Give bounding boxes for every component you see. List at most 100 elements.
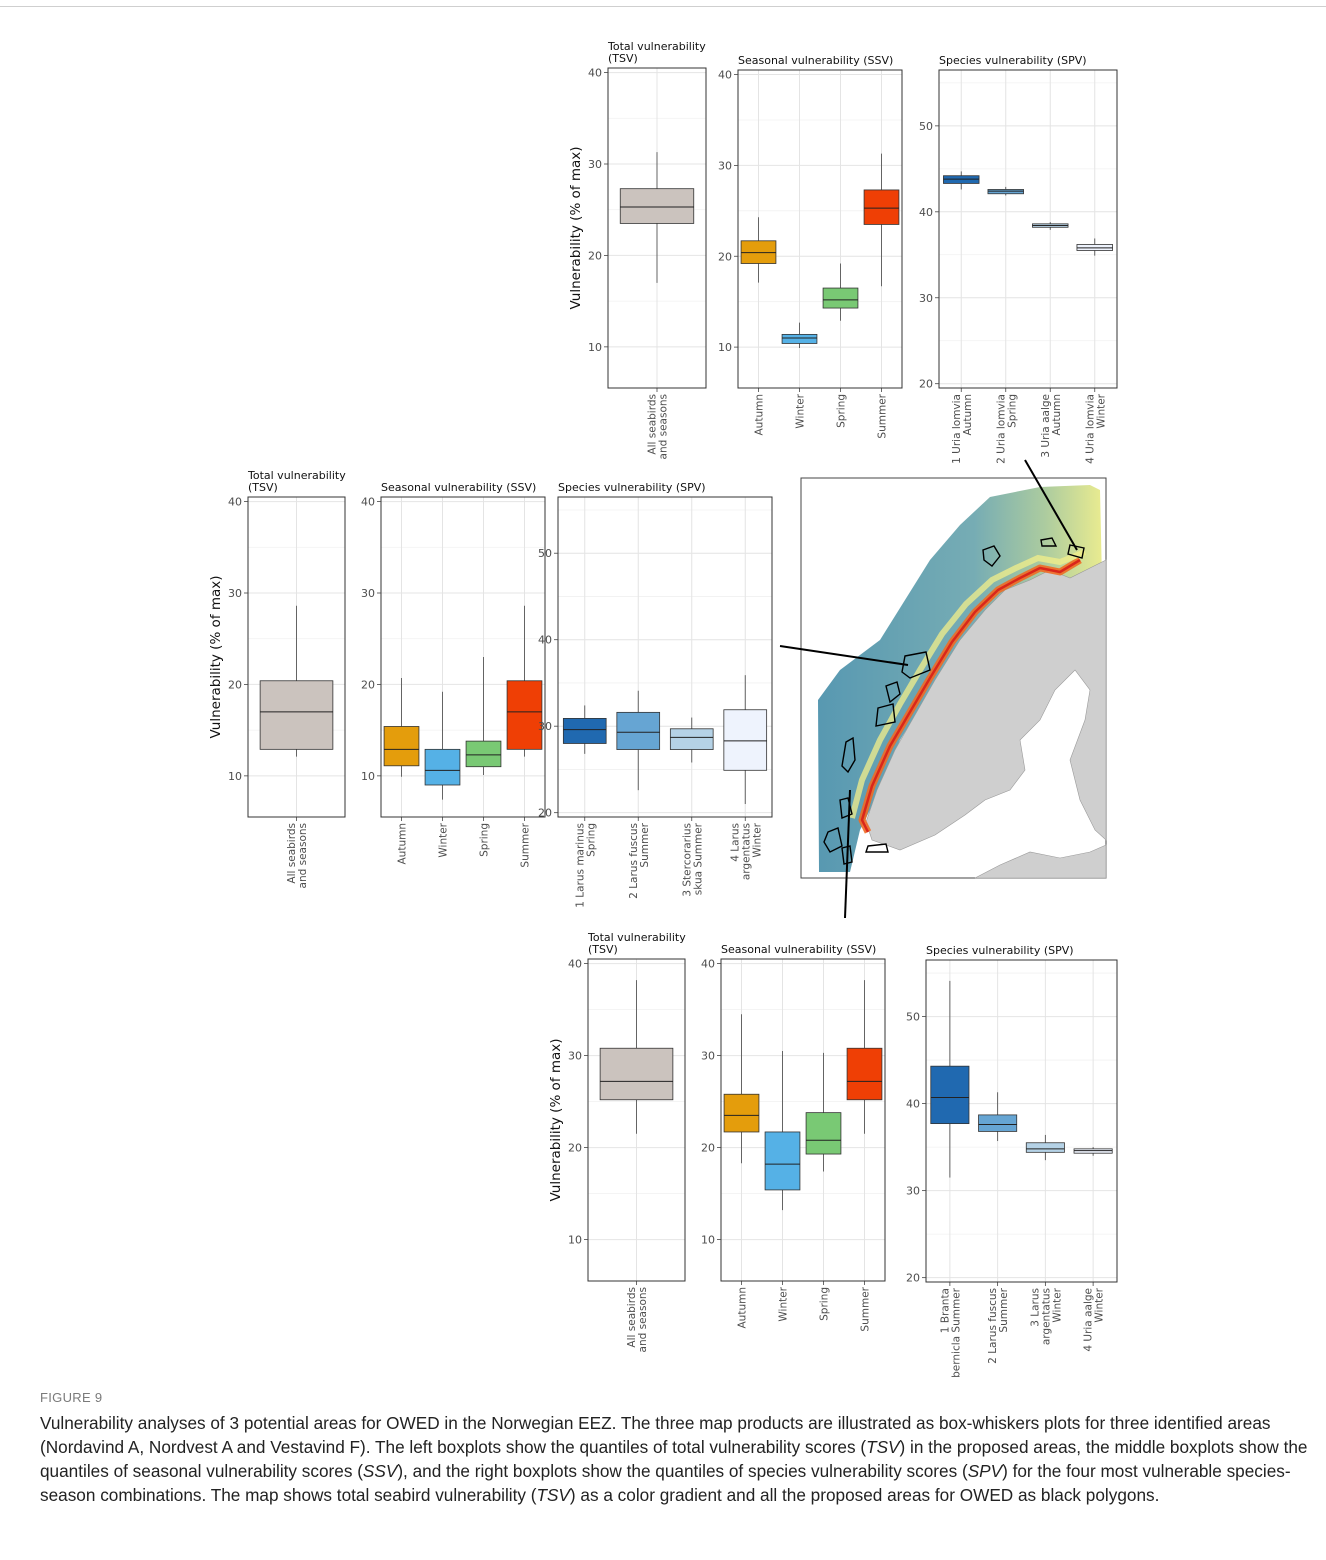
x-tick-label: Autumn [754,394,766,436]
x-tick-label-group: 3 Stercorarius skua Summer [681,822,704,896]
box-iqr [930,1065,970,1125]
y-tick-label: 20 [538,807,552,820]
x-tick-label: skua Summer [692,822,704,895]
box-all-seabirds-and-seasons [259,605,334,757]
box-summer [863,153,900,287]
x-tick-label: Winter [795,393,807,428]
x-tick-label: Autumn [1051,394,1063,436]
box-3-uria-aalge-autumn [1032,222,1069,230]
panel-title: Species vulnerability (SPV) [926,944,1074,957]
y-tick-label: 30 [906,1185,920,1198]
panel-title: Total vulnerability [247,469,346,482]
box-4-uria-lomvia-winter [1076,238,1113,256]
box-4-uria-aalge-winter [1073,1147,1113,1156]
x-tick-label: Winter [438,822,450,857]
y-axis-label: Vulnerability (% of max) [208,575,224,738]
owed-polygon [875,703,896,727]
y-tick-label: 20 [718,250,732,263]
panel-title: Seasonal vulnerability (SSV) [738,54,893,67]
box-iqr [822,287,859,309]
panel-border [925,959,1118,1283]
box-autumn [723,1014,760,1164]
box-iqr [863,189,900,225]
boxplot-panel: 1 Larus marinus Spring 2 Larus fuscus Summe… [538,481,773,908]
owed-polygon [1067,544,1085,559]
x-tick-label: Summer [877,393,889,438]
y-tick-label: 30 [361,587,375,600]
panel-title: Total vulnerability [587,931,686,944]
caption-run: ) as a color gradient and all the propos… [569,1485,1160,1505]
x-tick-label: 4 Uria aalge [1083,1288,1095,1352]
y-tick-label: 20 [701,1142,715,1155]
x-tick-label: 4 Larus [729,823,741,862]
x-tick-label: Spring [1006,394,1018,428]
x-tick-label-group: 3 Larus argentatus Winter [1029,1287,1063,1345]
x-tick-label-group: Summer [860,1286,872,1331]
x-tick-label: Spring [585,823,597,857]
box-autumn [740,217,777,283]
panel-title: (TSV) [608,52,638,65]
x-tick-label-group: 2 Uria lomvia Spring [995,394,1018,464]
caption-run: ) in the proposed areas, the middle boxp… [40,1437,1308,1481]
x-tick-label: and seasons [297,823,309,888]
box-4-larus-argentatus-winter [723,675,768,805]
y-tick-label: 30 [701,1050,715,1063]
boxplot-panel: Autumn Winter Spring Summer 10 20 30 40 Seasonal… [361,481,546,868]
y-tick-label: 10 [361,770,375,783]
box-iqr [616,711,661,750]
box-iqr [846,1047,883,1101]
box-iqr [259,680,334,750]
box-all-seabirds-and-seasons [619,152,695,283]
box-summer [846,980,883,1134]
leader-line-top [1024,459,1078,551]
panel-background [738,70,902,388]
x-tick-label: bernicla Summer [950,1287,962,1378]
panel-border [247,496,346,818]
leader-line-bottom [844,789,851,919]
y-axis-label: Vulnerability (% of max) [568,146,584,309]
panel-border [938,69,1118,389]
x-tick-label: and seasons [658,394,670,459]
x-tick-label: Winter [1095,393,1107,428]
y-tick-label: 30 [568,1050,582,1063]
x-tick-label: 3 Larus [1029,1288,1041,1327]
x-tick-label-group: 2 Larus fuscus Summer [628,822,651,898]
owed-polygon [823,827,843,853]
caption-abbrev: TSV [536,1485,570,1505]
box-iqr [619,188,695,224]
x-tick-label: Summer [520,822,532,867]
x-tick-label: Summer [639,822,651,867]
y-tick-label: 20 [919,378,933,391]
owed-polygons [823,537,1085,865]
x-tick-label-group: Winter [778,1286,790,1321]
owed-polygon [841,736,856,774]
leader-line-middle [779,645,909,666]
box-2-uria-lomvia-spring [987,186,1024,196]
x-tick-label-group: Autumn [397,823,409,865]
box-iqr [805,1112,842,1155]
x-tick-label: and seasons [637,1287,649,1352]
caption-run: Vulnerability analyses of 3 potential ar… [40,1413,1271,1457]
x-tick-label: Summer [998,1287,1010,1332]
x-tick-label: Autumn [737,1287,749,1329]
caption-abbrev: SSV [362,1461,398,1481]
panel-title: Seasonal vulnerability (SSV) [381,481,536,494]
x-tick-label: 2 Larus fuscus [628,823,640,899]
box-iqr [599,1047,674,1101]
panel-border [380,496,546,818]
box-iqr [723,1093,760,1133]
x-tick-label-group: 1 Uria lomvia Autumn [951,394,974,464]
x-tick-label-group: All seabirds and seasons [626,1287,649,1352]
x-tick-label-group: 4 Larus argentatus Winter [729,822,763,880]
x-tick-label: 1 Branta [939,1288,951,1333]
y-tick-label: 20 [906,1272,920,1285]
owed-polygon [865,843,889,853]
box-iqr [562,718,607,744]
owed-polygon [839,797,853,819]
box-iqr [723,709,768,771]
y-tick-label: 10 [588,341,602,354]
x-tick-label: Autumn [397,823,409,865]
panel-border [737,69,903,389]
x-tick-label: Winter [751,822,763,857]
x-tick-label: Summer [860,1286,872,1331]
